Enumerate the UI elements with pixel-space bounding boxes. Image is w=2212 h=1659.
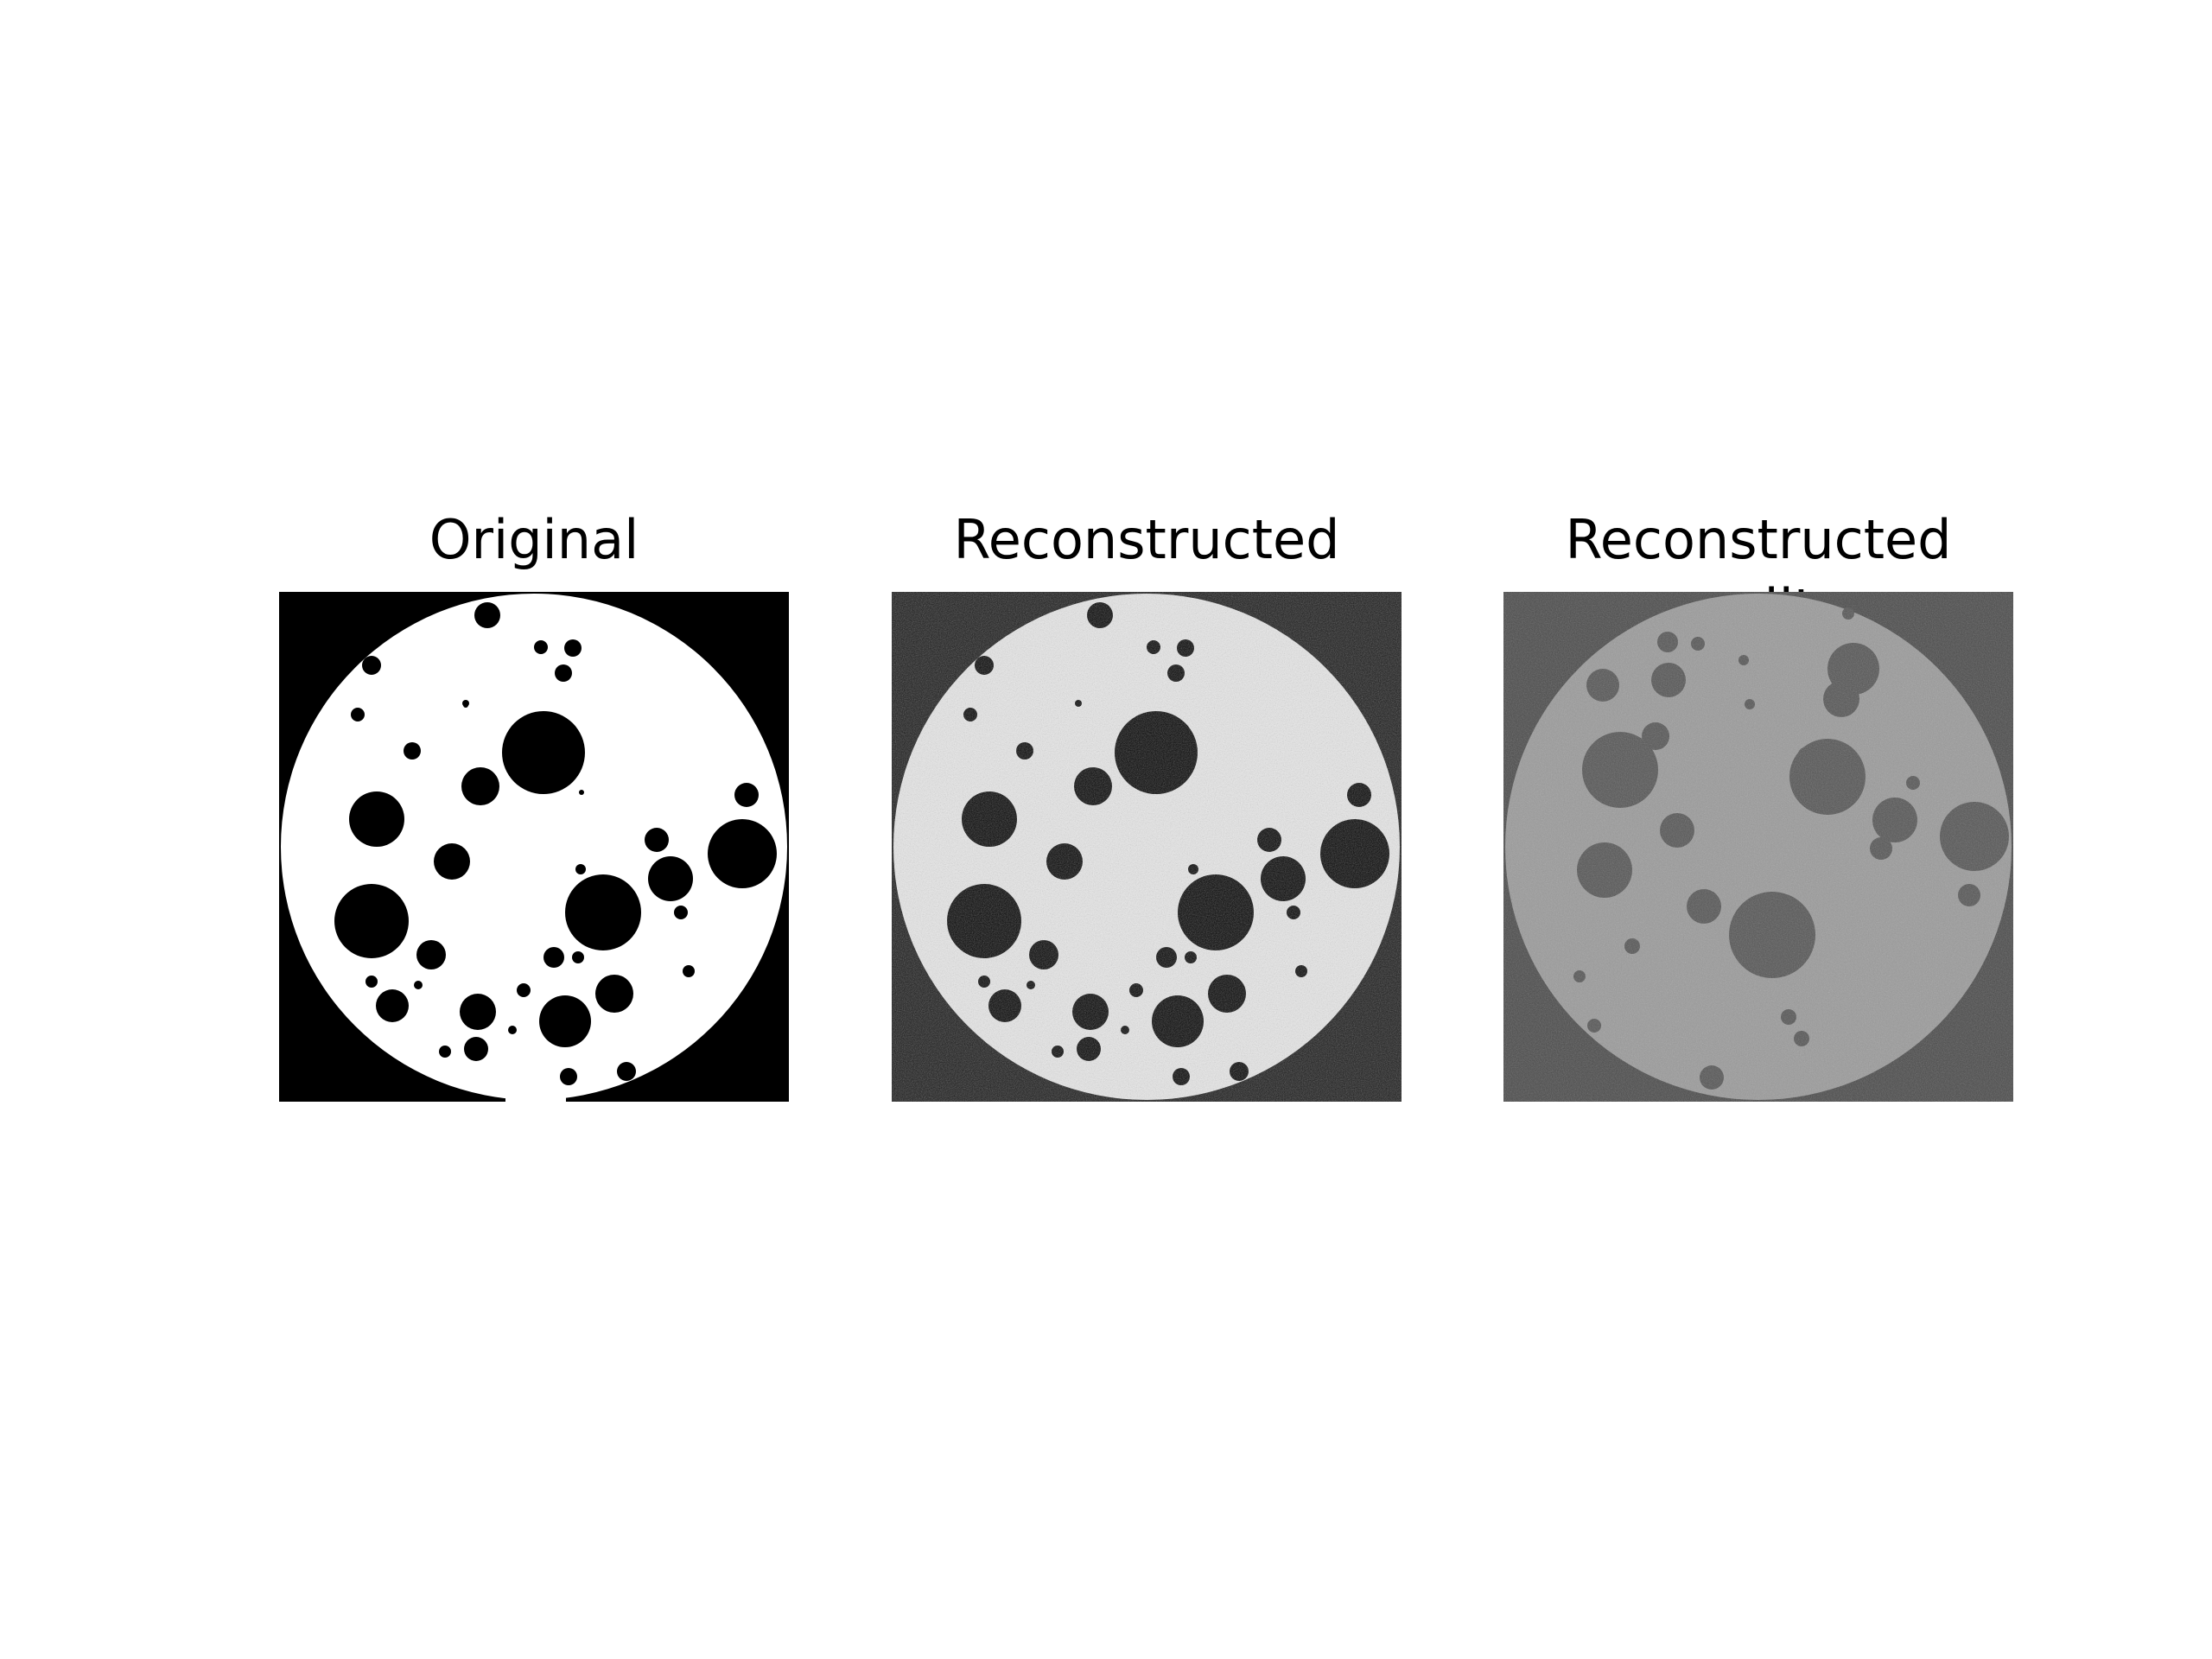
noise-overlay [892, 592, 1402, 1102]
image-original [279, 592, 789, 1102]
panel-title-reconstructed: Reconstructed [953, 508, 1340, 571]
image-reconstructed [892, 592, 1402, 1102]
noise-overlay [1503, 592, 2013, 1102]
panel-title-original: Original [429, 508, 639, 571]
panel-title-reconstructed-split: Reconstructed split [1565, 508, 1952, 640]
image-notch [505, 1093, 566, 1102]
phantom-holes [334, 602, 777, 1085]
phantom-disk [281, 594, 787, 1100]
image-reconstructed-split [1503, 592, 2013, 1102]
